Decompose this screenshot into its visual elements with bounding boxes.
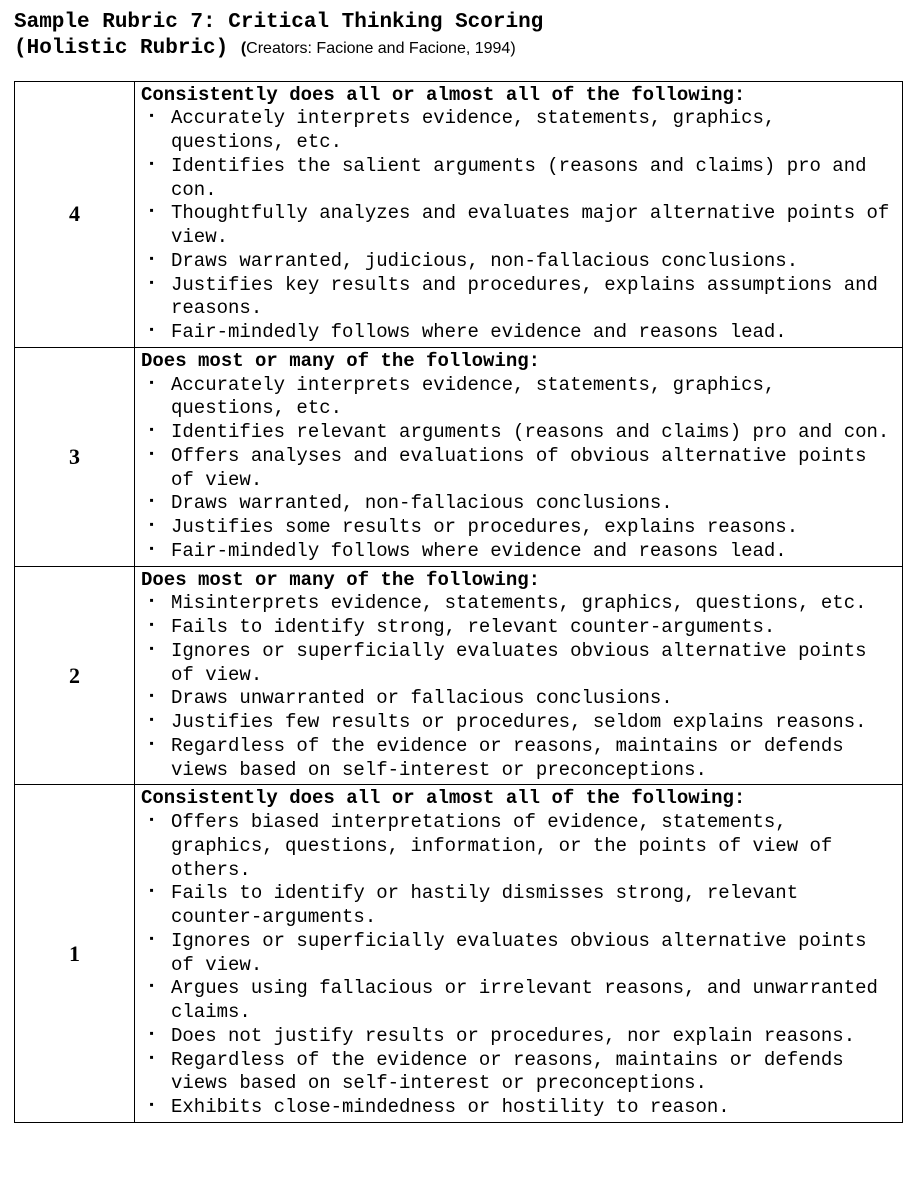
criteria-item: Fair-mindedly follows where evidence and… [141,540,896,564]
criteria-item: Identifies the salient arguments (reason… [141,155,896,203]
score-cell: 2 [15,566,135,785]
criteria-item: Draws warranted, non-fallacious conclusi… [141,492,896,516]
score-cell: 1 [15,785,135,1123]
criteria-item: Identifies relevant arguments (reasons a… [141,421,896,445]
rubric-row: 2Does most or many of the following:Misi… [15,566,903,785]
criteria-item: Offers analyses and evaluations of obvio… [141,445,896,493]
creators-text: Creators: Facione and Facione, 1994) [246,40,515,57]
criteria-item: Draws unwarranted or fallacious conclusi… [141,687,896,711]
rubric-row: 4Consistently does all or almost all of … [15,81,903,347]
criteria-list: Offers biased interpretations of evidenc… [141,811,896,1120]
rubric-row: 3Does most or many of the following:Accu… [15,347,903,566]
document-title-line2: (Holistic Rubric) (Creators: Facione and… [14,36,903,62]
rubric-row: 1Consistently does all or almost all of … [15,785,903,1123]
criteria-item: Regardless of the evidence or reasons, m… [141,1049,896,1097]
score-cell: 4 [15,81,135,347]
criteria-list: Accurately interprets evidence, statemen… [141,374,896,564]
criteria-item: Justifies few results or procedures, sel… [141,711,896,735]
row-header: Consistently does all or almost all of t… [141,787,896,811]
criteria-item: Does not justify results or procedures, … [141,1025,896,1049]
criteria-item: Offers biased interpretations of evidenc… [141,811,896,882]
row-header: Consistently does all or almost all of t… [141,84,896,108]
criteria-list: Misinterprets evidence, statements, grap… [141,592,896,782]
criteria-item: Argues using fallacious or irrelevant re… [141,977,896,1025]
criteria-item: Regardless of the evidence or reasons, m… [141,735,896,783]
description-cell: Does most or many of the following:Misin… [135,566,903,785]
description-cell: Consistently does all or almost all of t… [135,785,903,1123]
criteria-list: Accurately interprets evidence, statemen… [141,107,896,345]
row-header: Does most or many of the following: [141,569,896,593]
criteria-item: Accurately interprets evidence, statemen… [141,374,896,422]
criteria-item: Misinterprets evidence, statements, grap… [141,592,896,616]
rubric-table: 4Consistently does all or almost all of … [14,81,903,1123]
criteria-item: Justifies some results or procedures, ex… [141,516,896,540]
criteria-item: Fair-mindedly follows where evidence and… [141,321,896,345]
criteria-item: Fails to identify or hastily dismisses s… [141,882,896,930]
document-title-line1: Sample Rubric 7: Critical Thinking Scori… [14,10,903,36]
criteria-item: Exhibits close-mindedness or hostility t… [141,1096,896,1120]
criteria-item: Fails to identify strong, relevant count… [141,616,896,640]
criteria-item: Accurately interprets evidence, statemen… [141,107,896,155]
description-cell: Does most or many of the following:Accur… [135,347,903,566]
description-cell: Consistently does all or almost all of t… [135,81,903,347]
criteria-item: Justifies key results and procedures, ex… [141,274,896,322]
row-header: Does most or many of the following: [141,350,896,374]
criteria-item: Ignores or superficially evaluates obvio… [141,640,896,688]
score-cell: 3 [15,347,135,566]
criteria-item: Draws warranted, judicious, non-fallacio… [141,250,896,274]
criteria-item: Ignores or superficially evaluates obvio… [141,930,896,978]
subtitle-bold: (Holistic Rubric) [14,37,241,60]
criteria-item: Thoughtfully analyzes and evaluates majo… [141,202,896,250]
